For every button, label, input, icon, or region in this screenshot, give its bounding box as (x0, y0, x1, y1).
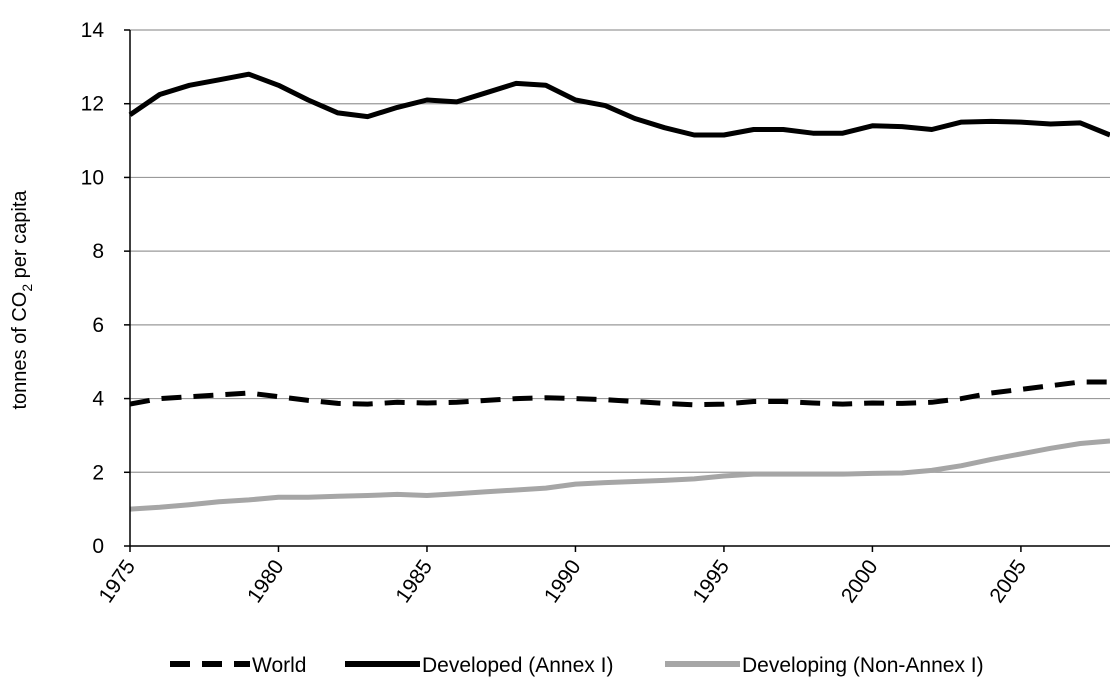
y-tick-label: 12 (81, 93, 104, 116)
y-axis-label-suffix: per capita (9, 190, 31, 284)
y-gridlines (130, 29, 1110, 473)
y-tick-label: 8 (92, 240, 104, 263)
y-axis-label-subscript: 2 (19, 284, 35, 292)
y-tick-label: 0 (92, 535, 104, 558)
legend: World Developed (Annex I) Developing (Non-… (170, 654, 984, 677)
y-axis-label-prefix: tonnes of CO (9, 292, 31, 410)
x-tick-label: 2005 (985, 556, 1031, 607)
y-tick-label: 2 (92, 461, 104, 484)
legend-label-1: Developed (Annex I) (422, 654, 613, 677)
y-axis-label: tonnes of CO2 per capita (9, 190, 35, 410)
x-tick-label: 1995 (688, 556, 734, 607)
series-line-2 (129, 438, 1110, 512)
axes (129, 30, 1110, 547)
y-tick-label: 4 (92, 388, 104, 411)
y-tick-label: 10 (81, 166, 104, 189)
x-tick-label: 1990 (540, 556, 586, 607)
legend-label-0: World (252, 654, 306, 677)
y-tick-label: 6 (92, 314, 104, 337)
x-tick-label: 1980 (243, 556, 289, 607)
x-tick-label: 1975 (94, 556, 140, 607)
series-line-0 (129, 379, 1110, 408)
y-tick-label: 14 (81, 19, 105, 42)
x-tick-label: 1985 (391, 556, 437, 607)
series-lines (128, 71, 1110, 512)
series-line-1 (128, 71, 1110, 138)
legend-label-2: Developing (Non-Annex I) (742, 654, 984, 677)
x-tick-label: 2000 (837, 556, 883, 607)
y-tick-labels: 0 2 4 6 8 10 12 14 (81, 19, 130, 558)
x-tick-labels: 1975 1980 1985 1990 1995 2000 2005 (94, 546, 1031, 607)
